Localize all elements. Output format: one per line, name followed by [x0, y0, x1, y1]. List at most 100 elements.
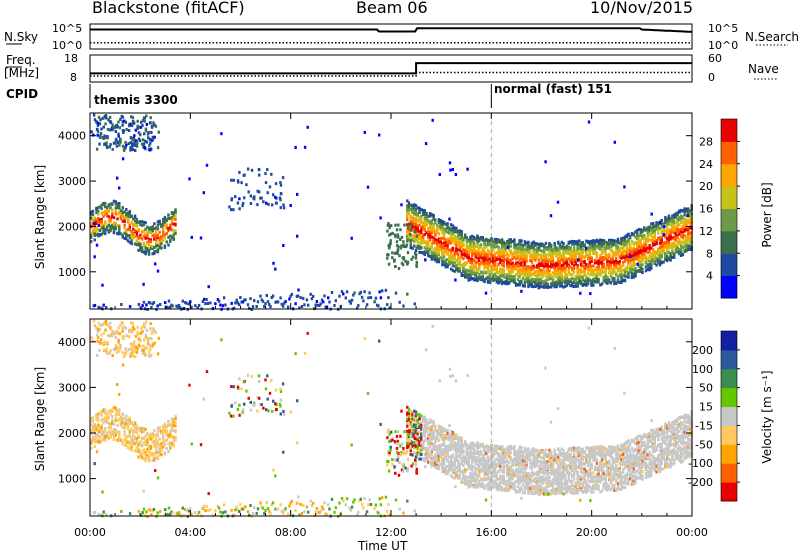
- power-cell: [485, 265, 488, 269]
- power-cell: [116, 232, 119, 236]
- power-cell: [107, 209, 110, 213]
- power-cell: [664, 252, 667, 256]
- power-cell: [493, 238, 497, 241]
- power-cell: [425, 217, 428, 221]
- power-cell: [139, 220, 142, 224]
- power-cell: [521, 258, 525, 262]
- power-cell: [557, 281, 560, 285]
- power-cell: [490, 245, 493, 249]
- power-cell: [446, 246, 449, 250]
- power-cell: [665, 217, 669, 221]
- power-cell: [432, 256, 435, 260]
- power-cell: [415, 234, 418, 238]
- power-cell: [170, 211, 174, 215]
- power-cell: [97, 227, 100, 231]
- power-cell: [618, 265, 621, 269]
- power-cell: [597, 246, 600, 250]
- power-cell: [609, 257, 613, 261]
- power-cell: [243, 298, 246, 302]
- power-cell: [637, 250, 641, 253]
- power-cell: [123, 236, 126, 240]
- power-cell: [664, 258, 667, 261]
- power-cell: [493, 242, 497, 246]
- power-cell: [658, 246, 662, 250]
- power-cell: [527, 273, 530, 277]
- power-cell: [147, 239, 151, 243]
- power-cell: [484, 291, 488, 295]
- power-cell: [599, 245, 602, 249]
- power-cell: [120, 114, 123, 118]
- power-cell: [233, 306, 236, 310]
- power-cell: [151, 135, 154, 139]
- power-cell: [91, 219, 95, 223]
- velocity-cell: [407, 435, 411, 438]
- power-cell: [407, 205, 411, 209]
- power-cell: [506, 261, 509, 265]
- power-cell: [579, 245, 583, 249]
- power-cell: [615, 244, 618, 248]
- power-cell: [622, 260, 625, 264]
- power-cell: [133, 215, 137, 219]
- power-cell: [363, 290, 366, 294]
- power-cell: [516, 261, 520, 265]
- power-cell: [592, 279, 595, 282]
- power-cell: [93, 118, 97, 122]
- power-cell: [266, 168, 269, 172]
- power-cell: [544, 255, 548, 259]
- power-cell: [637, 237, 641, 241]
- power-cell: [634, 257, 637, 261]
- power-cell: [424, 258, 427, 262]
- power-cell: [589, 292, 592, 296]
- power-cell: [472, 248, 476, 252]
- power-cell: [358, 292, 361, 296]
- power-cell: [613, 239, 616, 243]
- power-cell: [465, 251, 469, 255]
- velocity-cell: [420, 432, 423, 436]
- power-cell: [520, 247, 523, 251]
- power-cell: [500, 259, 504, 262]
- power-cell: [418, 235, 421, 239]
- power-cell: [565, 258, 569, 262]
- power-cell: [678, 218, 681, 222]
- power-cell: [534, 285, 537, 288]
- power-cell: [500, 274, 504, 278]
- cpid-label: CPID: [6, 87, 39, 101]
- power-cell: [632, 260, 635, 264]
- velocity-cell: [414, 444, 418, 448]
- power-cell: [667, 241, 671, 245]
- power-cell: [414, 256, 418, 260]
- power-cell: [548, 277, 551, 280]
- velocity-cell: [418, 443, 421, 447]
- power-cell: [434, 221, 437, 225]
- power-cell: [504, 249, 507, 253]
- power-cell: [435, 225, 439, 229]
- power-cell: [683, 242, 686, 246]
- power-cell: [486, 256, 490, 260]
- power-cell: [169, 240, 172, 243]
- power-cell: [163, 223, 167, 227]
- power-cell: [655, 258, 658, 261]
- power-cell: [163, 218, 167, 222]
- power-cell: [637, 228, 641, 231]
- power-cell: [650, 252, 653, 256]
- power-cell: [469, 265, 472, 269]
- power-cell: [282, 203, 285, 207]
- power-cell: [289, 204, 292, 207]
- power-cell: [507, 242, 511, 246]
- power-cell: [147, 243, 151, 247]
- power-cell: [196, 306, 199, 310]
- power-cell: [119, 232, 123, 236]
- power-cell: [437, 232, 441, 236]
- power-cell: [579, 250, 583, 254]
- power-cell: [609, 272, 613, 276]
- power-cell: [502, 241, 505, 245]
- power-cell: [506, 240, 509, 244]
- velocity-cell: [418, 453, 421, 457]
- power-cell: [427, 230, 430, 234]
- power-cell: [413, 211, 416, 215]
- power-cell: [155, 238, 158, 241]
- power-cell: [555, 252, 558, 256]
- power-cell: [507, 238, 511, 242]
- power-cell: [667, 222, 671, 226]
- power-cell: [646, 257, 649, 261]
